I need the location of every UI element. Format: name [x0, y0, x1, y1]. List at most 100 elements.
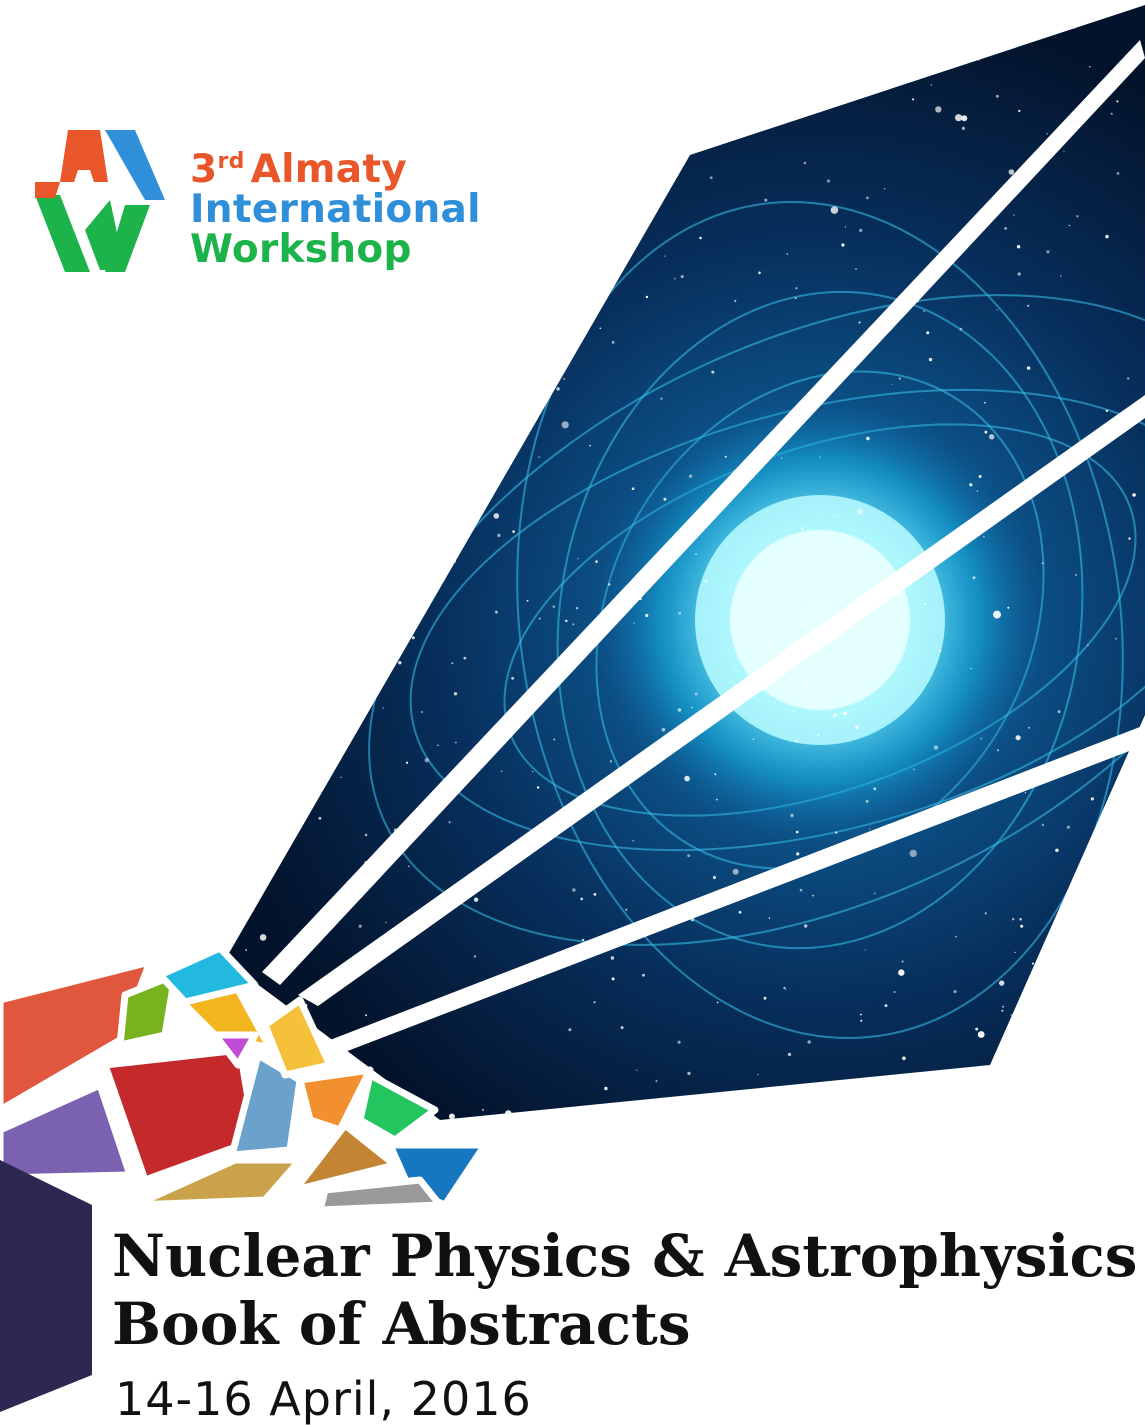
star: [1015, 735, 1021, 741]
star: [391, 663, 396, 668]
star: [473, 955, 476, 958]
star: [448, 821, 451, 824]
star: [241, 859, 245, 863]
star: [833, 515, 836, 518]
star: [564, 158, 567, 160]
star: [966, 1115, 969, 1118]
star: [577, 558, 579, 560]
star: [704, 579, 708, 583]
star: [632, 186, 635, 189]
star: [1060, 275, 1062, 277]
star: [989, 434, 995, 440]
star: [787, 1052, 792, 1057]
star: [996, 94, 999, 98]
star: [372, 457, 375, 460]
star: [249, 621, 254, 626]
star: [1062, 964, 1065, 967]
star: [678, 611, 682, 615]
aiw-logo-mark: [35, 130, 165, 272]
star: [972, 576, 976, 580]
star: [1063, 150, 1065, 152]
star: [1019, 917, 1022, 921]
star: [709, 176, 713, 180]
star: [879, 1077, 883, 1081]
star: [262, 525, 266, 529]
star: [420, 710, 424, 714]
star: [684, 775, 690, 782]
star: [874, 892, 876, 895]
star: [546, 388, 550, 391]
star: [1106, 949, 1109, 952]
star: [641, 85, 644, 89]
star: [1105, 409, 1109, 412]
star: [364, 833, 368, 837]
star: [873, 787, 877, 791]
star: [580, 897, 584, 901]
star: [795, 830, 799, 834]
star: [609, 760, 613, 763]
star: [664, 1122, 666, 1124]
star: [677, 708, 682, 712]
star: [266, 302, 269, 305]
star: [826, 179, 831, 183]
star: [376, 279, 379, 282]
star: [996, 309, 998, 311]
star: [448, 1113, 455, 1120]
star: [735, 670, 737, 673]
space-image: [220, 5, 1145, 1124]
star: [1127, 914, 1132, 918]
star: [930, 84, 933, 86]
star: [935, 106, 942, 113]
star: [800, 527, 804, 531]
star: [835, 831, 838, 834]
star: [852, 717, 855, 720]
logo-line-1-rest: Almaty: [250, 147, 408, 192]
star: [864, 949, 866, 951]
star: [830, 89, 834, 93]
star: [806, 568, 809, 571]
star: [582, 938, 585, 942]
star: [1004, 227, 1007, 230]
star: [1057, 710, 1061, 714]
star: [1127, 377, 1130, 380]
star: [734, 299, 737, 302]
star: [783, 986, 786, 990]
star: [572, 623, 575, 626]
star: [385, 921, 387, 924]
logo-wordmark: 3rd Almaty International Workshop: [190, 142, 481, 270]
star: [663, 497, 667, 501]
star: [1072, 911, 1075, 914]
star: [419, 304, 422, 307]
star: [568, 1028, 572, 1032]
star: [1013, 214, 1015, 216]
star: [819, 703, 822, 706]
star: [1048, 1066, 1053, 1070]
star: [633, 622, 635, 624]
star: [520, 232, 524, 236]
star: [340, 776, 342, 778]
star: [733, 91, 736, 93]
star: [500, 770, 503, 772]
star: [589, 163, 596, 170]
star: [497, 533, 501, 538]
star: [468, 45, 471, 49]
star: [928, 357, 933, 362]
logo-ordinal-suffix: rd: [217, 149, 245, 174]
star: [794, 739, 798, 743]
star: [660, 397, 663, 400]
star: [220, 696, 223, 699]
star: [572, 888, 576, 892]
star: [866, 436, 870, 441]
star: [390, 598, 392, 600]
star: [611, 341, 615, 344]
star: [631, 487, 635, 491]
star: [830, 206, 839, 214]
star: [999, 980, 1005, 986]
star: [757, 1074, 759, 1076]
star: [1071, 997, 1075, 1002]
star: [398, 661, 402, 665]
star: [938, 649, 941, 652]
star: [575, 607, 579, 610]
star: [1052, 1067, 1056, 1071]
